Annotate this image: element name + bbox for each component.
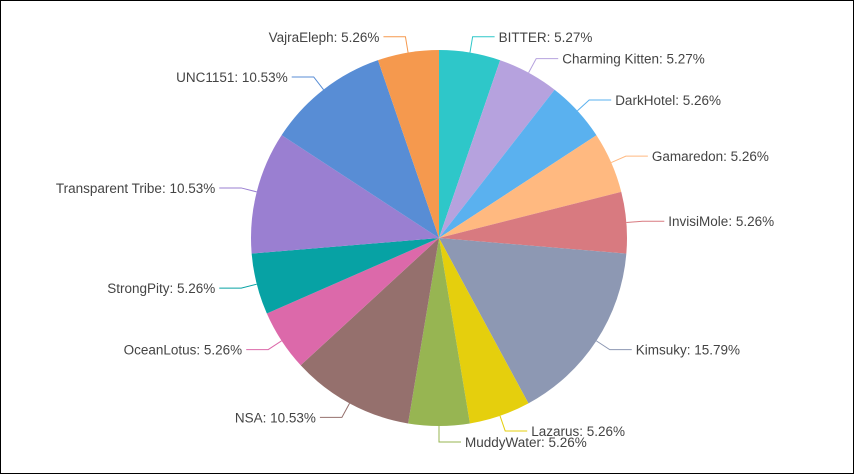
slice-label: StrongPity: 5.26%	[107, 281, 215, 296]
slice-label: UNC1151: 10.53%	[176, 70, 288, 85]
pie-slice-strongpity[interactable]	[251, 238, 439, 314]
slice-label: Lazarus: 5.26%	[531, 424, 625, 439]
pie-slice-oceanlotus[interactable]	[266, 238, 439, 366]
slice-label: Transparent Tribe: 10.53%	[56, 181, 215, 196]
slice-label: InvisiMole: 5.26%	[668, 214, 774, 229]
label-line	[596, 340, 632, 351]
label-line	[219, 187, 257, 193]
slice-label: NSA: 10.53%	[235, 410, 316, 425]
label-line	[499, 415, 528, 432]
slice-label: Gamaredon: 5.26%	[652, 149, 769, 164]
label-line	[469, 36, 495, 53]
label-line	[626, 220, 665, 224]
slice-label: BITTER: 5.27%	[499, 30, 593, 45]
label-line	[219, 283, 257, 289]
slice-label: OceanLotus: 5.26%	[124, 343, 243, 358]
pie-slice-muddywater[interactable]	[408, 238, 470, 426]
slice-label: Charming Kitten: 5.27%	[562, 52, 705, 67]
label-line	[577, 99, 612, 112]
pie-slice-unc1151[interactable]	[281, 60, 439, 238]
pie-slice-bitter[interactable]	[439, 50, 501, 238]
pie-slice-nsa[interactable]	[300, 238, 439, 424]
slice-label: VajraEleph: 5.26%	[269, 30, 380, 45]
label-line	[319, 403, 350, 418]
pie-slice-gamaredon[interactable]	[439, 135, 622, 238]
label-line	[528, 58, 559, 73]
pie-slice-vajraeleph[interactable]	[377, 50, 439, 238]
pie-slice-charming-kitten[interactable]	[439, 60, 555, 238]
label-line	[291, 76, 324, 90]
slice-label: Kimsuky: 15.79%	[636, 343, 740, 358]
pie-slice-darkhotel[interactable]	[439, 89, 597, 238]
pie-slice-transparent-tribe[interactable]	[251, 135, 439, 254]
pie-slice-invisimole[interactable]	[439, 191, 627, 254]
slice-label: DarkHotel: 5.26%	[615, 93, 721, 108]
label-line	[383, 36, 409, 53]
pie-slice-lazarus[interactable]	[439, 238, 529, 424]
label-line	[246, 340, 282, 351]
label-line	[611, 155, 648, 164]
slice-label: MuddyWater: 5.26%	[465, 435, 587, 450]
pie-slice-kimsuky[interactable]	[439, 238, 627, 404]
label-line	[438, 426, 461, 443]
